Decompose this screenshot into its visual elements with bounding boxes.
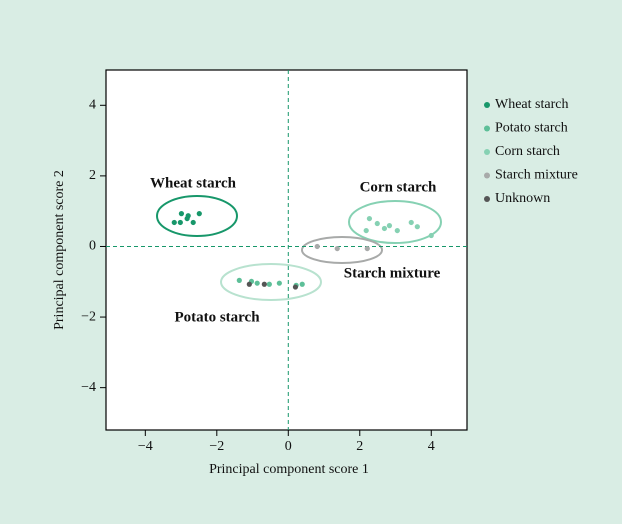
point bbox=[196, 211, 202, 217]
legend-label: Wheat starch bbox=[495, 97, 568, 112]
point bbox=[246, 281, 252, 287]
legend-label: Unknown bbox=[495, 191, 550, 206]
legend-label: Corn starch bbox=[495, 144, 560, 159]
legend-marker bbox=[484, 125, 490, 132]
point bbox=[428, 232, 434, 239]
legend-marker bbox=[484, 149, 490, 155]
y-tick-label: −4 bbox=[81, 380, 96, 395]
point bbox=[171, 219, 177, 226]
x-tick-label: 0 bbox=[285, 439, 292, 454]
y-tick-label: −2 bbox=[81, 309, 96, 324]
y-tick-label: 0 bbox=[89, 239, 96, 254]
x-tick-label: 2 bbox=[356, 439, 363, 454]
point bbox=[261, 281, 267, 287]
point bbox=[374, 220, 380, 227]
point bbox=[254, 280, 260, 286]
point bbox=[414, 224, 420, 230]
annotation: Corn starch bbox=[360, 179, 437, 195]
point bbox=[381, 225, 388, 232]
point bbox=[394, 227, 400, 234]
x-tick-label: 4 bbox=[428, 439, 435, 454]
point bbox=[236, 277, 242, 283]
y-axis-label: Principal component score 2 bbox=[52, 170, 67, 330]
point bbox=[386, 223, 393, 229]
annotation: Potato starch bbox=[174, 309, 260, 325]
x-tick-label: −2 bbox=[209, 439, 224, 454]
point bbox=[276, 280, 282, 286]
x-axis-label: Principal component score 1 bbox=[209, 462, 369, 477]
point bbox=[314, 243, 320, 250]
cluster-ellipse bbox=[348, 200, 442, 244]
annotation: Starch mixture bbox=[344, 265, 441, 281]
y-tick-label: 4 bbox=[89, 98, 96, 113]
point bbox=[190, 219, 196, 226]
point bbox=[299, 281, 305, 287]
legend-marker bbox=[484, 196, 490, 202]
cluster-ellipse bbox=[220, 263, 322, 301]
point bbox=[178, 211, 185, 217]
y-tick-label: 2 bbox=[89, 168, 96, 183]
legend-label: Starch mixture bbox=[495, 168, 578, 183]
legend-marker bbox=[484, 102, 490, 108]
cluster-ellipse bbox=[156, 195, 238, 237]
legend-marker bbox=[484, 172, 490, 179]
plot-area bbox=[105, 69, 468, 431]
point bbox=[292, 284, 299, 290]
point bbox=[363, 227, 369, 234]
point bbox=[364, 245, 370, 252]
point bbox=[184, 215, 190, 222]
point bbox=[266, 281, 272, 287]
annotation: Wheat starch bbox=[150, 175, 237, 191]
legend-label: Potato starch bbox=[495, 121, 568, 136]
point bbox=[334, 245, 340, 252]
point bbox=[408, 219, 414, 226]
point bbox=[366, 215, 373, 222]
point bbox=[177, 219, 183, 226]
x-tick-label: −4 bbox=[138, 439, 153, 454]
cluster-ellipse bbox=[301, 236, 383, 264]
